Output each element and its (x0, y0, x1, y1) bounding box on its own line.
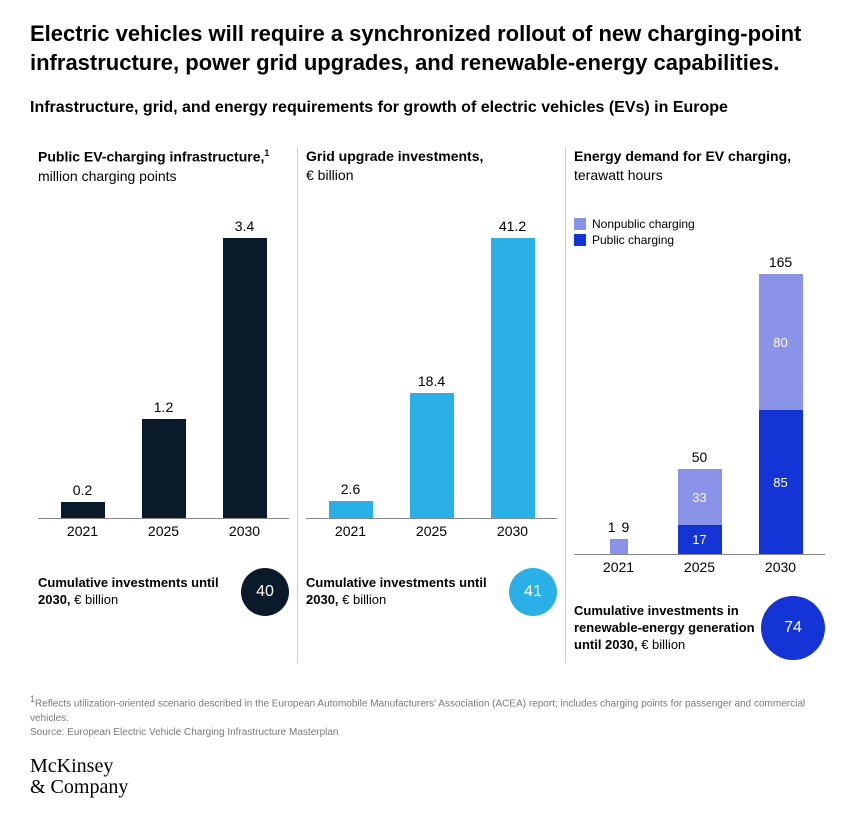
cumulative-circle: 41 (509, 568, 557, 616)
legend: Nonpublic charging Public charging (574, 217, 825, 247)
cumulative-row: Cumulative investments until 2030, € bil… (306, 557, 557, 627)
axis-year-label: 2030 (215, 523, 275, 539)
footnote-1: Reflects utilization-oriented scenario d… (30, 699, 805, 724)
chart-panel: Public EV-charging infrastructure,1milli… (30, 147, 297, 663)
axis-year-label: 2030 (483, 523, 543, 539)
bar-group: 50 1733 (670, 449, 730, 554)
legend-label: Public charging (592, 233, 674, 247)
bar-group: 3.4 (215, 218, 275, 518)
cumulative-circle: 74 (761, 596, 825, 660)
bar-total-label: 9 (622, 519, 630, 535)
bar-group: 165 8580 (751, 254, 811, 554)
source-line: Source: European Electric Vehicle Chargi… (30, 726, 833, 740)
bar-segment: 33 (678, 469, 722, 525)
bar-value-label: 1.2 (154, 399, 173, 415)
bar (223, 238, 267, 518)
panel-title: Energy demand for EV charging,terawatt h… (574, 147, 825, 211)
bar-value-label: 18.4 (418, 373, 445, 389)
axis-year-label: 2021 (53, 523, 113, 539)
legend-label: Nonpublic charging (592, 217, 695, 231)
bar-group: 41.2 (483, 218, 543, 518)
legend-item: Public charging (574, 233, 825, 247)
headline: Electric vehicles will require a synchro… (30, 20, 833, 77)
legend-swatch (574, 234, 586, 246)
mckinsey-logo: McKinsey & Company (30, 756, 833, 798)
cumulative-row: Cumulative investments until 2030, € bil… (38, 557, 289, 627)
bar-segment: 85 (759, 410, 803, 554)
panel-title: Grid upgrade investments,€ billion (306, 147, 557, 211)
bar-value-label: 41.2 (499, 218, 526, 234)
bar-total-label: 50 (692, 449, 708, 465)
chart-area: 0.2 1.2 3.4 (38, 219, 289, 519)
bar-segment: 17 (678, 525, 722, 554)
bar (61, 502, 105, 518)
axis-year-label: 2030 (751, 559, 811, 575)
bar-group: 19 (589, 519, 649, 554)
bar (410, 393, 454, 518)
footnotes: 1Reflects utilization-oriented scenario … (30, 693, 833, 739)
cumulative-text: Cumulative investments in renewable-ener… (574, 603, 761, 654)
bar-group: 2.6 (321, 481, 381, 519)
bar (491, 238, 535, 518)
bar-value-label: 0.2 (73, 482, 92, 498)
chart-area: 2.6 18.4 41.2 (306, 219, 557, 519)
axis-labels: 2021 2025 2030 (574, 555, 825, 575)
legend-swatch (574, 218, 586, 230)
bar-value-label: 2.6 (341, 481, 360, 497)
subtitle: Infrastructure, grid, and energy require… (30, 99, 833, 117)
bar-group: 18.4 (402, 373, 462, 518)
bar-segment: 80 (759, 274, 803, 410)
cumulative-row: Cumulative investments in renewable-ener… (574, 593, 825, 663)
axis-year-label: 2021 (321, 523, 381, 539)
bar-value-label: 3.4 (235, 218, 254, 234)
bar-group: 0.2 (53, 482, 113, 518)
bar (329, 501, 373, 519)
cumulative-text: Cumulative investments until 2030, € bil… (38, 575, 241, 609)
chart-area: 19 50 1733 165 8580 (574, 255, 825, 555)
axis-year-label: 2025 (402, 523, 462, 539)
legend-item: Nonpublic charging (574, 217, 825, 231)
cumulative-circle: 40 (241, 568, 289, 616)
axis-labels: 2021 2025 2030 (38, 519, 289, 539)
panel-title: Public EV-charging infrastructure,1milli… (38, 147, 289, 211)
bar-segment (610, 539, 628, 554)
cumulative-text: Cumulative investments until 2030, € bil… (306, 575, 509, 609)
chart-panel: Energy demand for EV charging,terawatt h… (565, 147, 833, 663)
bar (142, 419, 186, 518)
bar-total-label: 165 (769, 254, 792, 270)
charts-row: Public EV-charging infrastructure,1milli… (30, 147, 833, 663)
bar-neighbor-label: 1 (608, 519, 616, 535)
axis-labels: 2021 2025 2030 (306, 519, 557, 539)
axis-year-label: 2025 (134, 523, 194, 539)
chart-panel: Grid upgrade investments,€ billion 2.6 18.… (297, 147, 565, 663)
bar-group: 1.2 (134, 399, 194, 518)
axis-year-label: 2021 (589, 559, 649, 575)
axis-year-label: 2025 (670, 559, 730, 575)
